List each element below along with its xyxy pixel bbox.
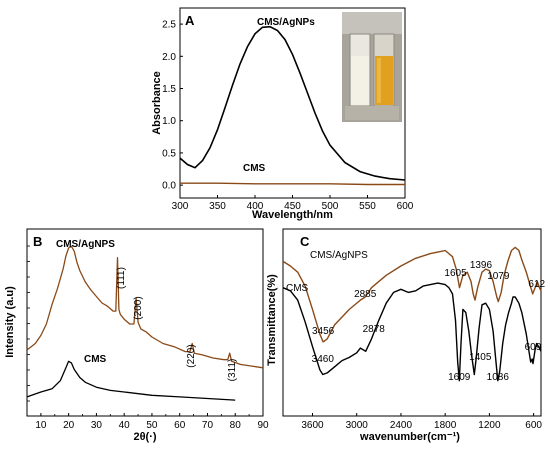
peak-label-200: (200) [133,296,144,319]
panel-c-xtick-label: 2400 [390,420,413,431]
panel-a-xtick-label: 550 [359,201,376,212]
panel-a-xtick-label: 350 [209,201,226,212]
panel-a-xtick-label: 500 [322,201,339,212]
panel-c-peak-label-bottom: 609 [525,342,542,353]
panel-a-ytick-label: 2.5 [162,20,176,31]
panel-a-series-line [179,25,406,181]
panel-c-xtick-label: 1800 [434,420,457,431]
panel-a-series1-label: CMS/AgNPs [257,17,315,28]
panel-a-ytick-label: 2.0 [162,52,176,63]
peak-label-220: (220) [186,344,197,367]
panel-c-series1-label: CMS/AgNPS [310,250,368,261]
panel-c-label: C [300,234,310,249]
panel-a-series-line [180,182,405,186]
panel-c-peak-label-bottom: 1405 [469,352,492,363]
panel-a-lines [179,25,406,186]
panel-a-xlabel: Wavelength/nm [252,209,333,221]
vials-photo [342,12,402,122]
panel-b-series2-label: CMS [84,354,107,365]
panel-b-xtick-label: 60 [174,420,186,431]
panel-c-peak-label-top: 3456 [312,326,335,337]
panel-c-xtick-label: 600 [525,420,542,431]
panel-b-series-line [26,245,264,369]
panel-c-peak-label-top: 2885 [354,289,377,300]
panel-a-xticks: 300 350 400 450 500 550 600 [172,195,414,212]
panel-c-peak-label-top: 1605 [444,268,467,279]
panel-b-label: B [33,234,42,249]
panel-c-series-line [282,282,542,382]
panel-c-xtick-label: 3000 [346,420,369,431]
panel-c-peak-label-top: 612 [528,279,545,290]
panel-b-series1-label: CMS/AgNPS [56,239,115,250]
panel-a-ytick-label: 0.5 [162,148,176,159]
panel-a-ytick-label: 1.5 [162,84,176,95]
panel-c-lines [282,246,542,382]
panel-a-xtick-label: 300 [172,201,189,212]
panel-b-xticks: 10 20 30 40 50 60 70 80 90 [27,245,269,431]
panel-c-series-line [282,246,542,343]
panel-a-series2-label: CMS [243,163,266,174]
panel-a-xtick-label: 600 [397,201,414,212]
panel-b-ylabel: Intensity (a.u) [4,286,16,358]
panel-b-xtick-label: 70 [202,420,214,431]
panel-a-ytick-label: 0.0 [162,181,176,192]
panel-c-xlabel: wavenumber(cm⁻¹) [359,431,460,443]
panel-c-xtick-label: 1200 [478,420,501,431]
panel-c-peak-label-top: 1396 [470,260,493,271]
panel-b-xtick-label: 20 [63,420,75,431]
panel-b: B 2θ(·) Intensity (a.u) 10 20 30 40 50 60 70 80… [4,228,269,443]
panel-c-frame [282,228,542,417]
panel-b-xtick-label: 50 [146,420,158,431]
panel-c-xticks: 3600 3000 2400 1800 1200 600 [301,413,542,431]
panel-a-xtick-label: 400 [247,201,264,212]
panel-a-label: A [185,13,195,28]
panel-c-peak-label-bottom: 2878 [363,324,386,335]
panel-b-xtick-label: 90 [257,420,269,431]
panel-c-peak-label-top: 1079 [487,271,510,282]
panel-b-xtick-label: 40 [119,420,131,431]
panel-c-peak-label-bottom: 3460 [312,354,335,365]
panel-b-xtick-label: 10 [35,420,47,431]
panel-c-peak-label-bottom: 1609 [448,372,471,383]
panel-c-peak-label-bottom: 1086 [487,372,510,383]
panel-c-xtick-label: 3600 [301,420,324,431]
panel-c-ylabel: Transmittance(%) [266,274,278,366]
panel-a-xtick-label: 450 [284,201,301,212]
panel-b-series-line [26,360,236,401]
panel-b-xtick-label: 80 [230,420,242,431]
peak-label-311: (311) [227,359,238,382]
panel-b-frame [26,228,264,417]
panel-c-series2-label: CMS [286,283,309,294]
panel-a-ylabel: Absorbance [151,71,163,135]
panel-a: A Wavelength/nm Absorbance 300 350 400 450 5… [151,7,414,221]
panel-b-xlabel: 2θ(·) [133,431,156,443]
peak-label-111: (111) [116,267,127,289]
panel-b-xtick-label: 30 [91,420,103,431]
panel-c: C wavenumber(cm⁻¹) Transmittance(%) 3600… [266,228,546,443]
panel-a-ytick-label: 1.0 [162,116,176,127]
panel-a-yticks: 0.0 0.5 1.0 1.5 2.0 2.5 [162,20,183,192]
panel-b-lines [26,245,264,401]
